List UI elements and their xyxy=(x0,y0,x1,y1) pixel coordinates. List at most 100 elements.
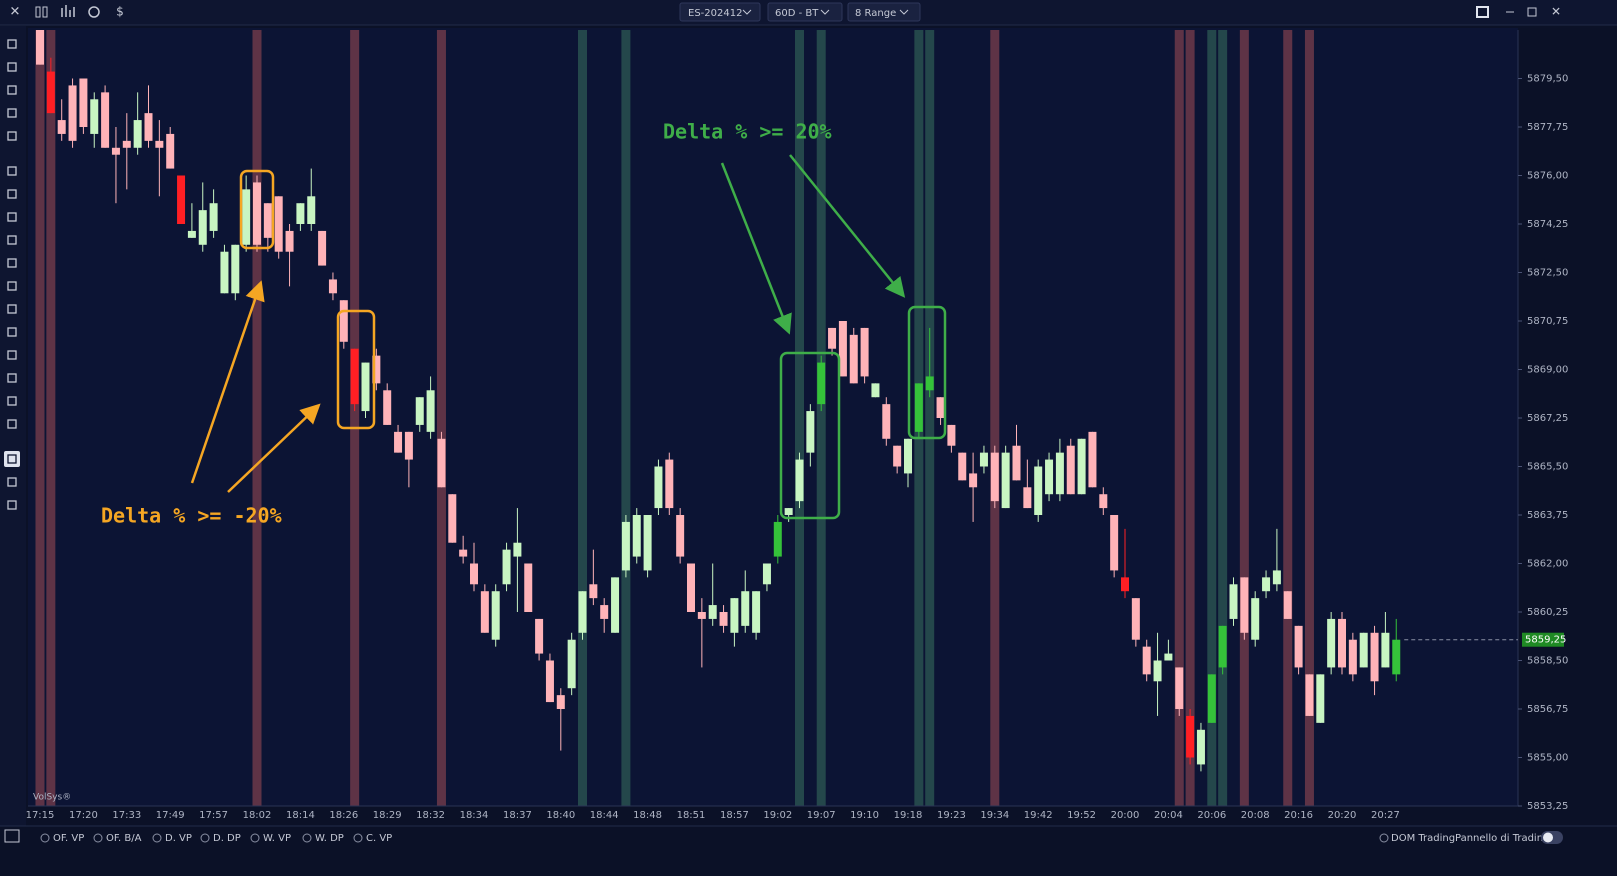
dom-trading[interactable]: DOM Trading xyxy=(1391,833,1455,844)
arrow xyxy=(789,154,906,298)
tool-icon[interactable] xyxy=(7,212,17,222)
radio[interactable] xyxy=(200,833,210,843)
candle-body xyxy=(1099,494,1108,509)
study-label[interactable]: D. VP xyxy=(165,833,192,844)
layout-icon[interactable] xyxy=(1476,6,1489,18)
x-tick-label: 19:10 xyxy=(850,810,879,821)
x-tick-label: 19:52 xyxy=(1067,810,1096,821)
radio[interactable] xyxy=(1379,833,1389,843)
bar-type-dropdown[interactable] xyxy=(847,2,921,22)
candle-body xyxy=(166,133,175,169)
candle-body xyxy=(111,147,120,155)
x-tick-label: 19:42 xyxy=(1024,810,1053,821)
x-tick-label: 18:02 xyxy=(243,810,272,821)
instrument-dropdown[interactable] xyxy=(679,2,761,22)
candle-body xyxy=(1055,452,1064,495)
candle-body xyxy=(198,210,207,245)
candle-body xyxy=(676,515,685,557)
x-tick-label: 20:00 xyxy=(1111,810,1140,821)
tool-icon[interactable] xyxy=(7,258,17,268)
tool-icon[interactable] xyxy=(7,166,17,176)
tool-icon[interactable] xyxy=(7,396,17,406)
x-tick-label: 20:04 xyxy=(1154,810,1183,821)
candle-body xyxy=(296,203,305,224)
y-tick-label: 5879,50 xyxy=(1527,74,1568,85)
tool-active[interactable] xyxy=(4,451,20,467)
tool-icon[interactable] xyxy=(7,131,17,141)
candle-body xyxy=(1001,452,1010,509)
arrow xyxy=(720,162,792,335)
x-tick-label: 18:48 xyxy=(633,810,662,821)
sell-band xyxy=(1174,30,1184,806)
study-label[interactable]: OF. VP xyxy=(53,833,84,844)
tool-icon[interactable] xyxy=(7,62,17,72)
candle-body xyxy=(719,612,728,626)
tool-icon[interactable] xyxy=(7,350,17,360)
candle-body xyxy=(513,542,522,557)
candle-body xyxy=(122,140,131,148)
panel-icon[interactable] xyxy=(4,829,20,843)
trading-panel[interactable]: Pannello di Trading xyxy=(1455,833,1549,844)
candle-body xyxy=(784,508,793,515)
tool-icon[interactable] xyxy=(7,454,17,464)
close-icon[interactable]: ✕ xyxy=(10,5,21,20)
study-label[interactable]: W. VP xyxy=(263,833,291,844)
radio[interactable] xyxy=(40,833,50,843)
candle-body xyxy=(187,230,196,238)
candle-body xyxy=(708,605,717,619)
candle-body xyxy=(470,563,478,585)
buy-band xyxy=(621,30,631,806)
candle-body xyxy=(1348,639,1357,675)
chart-icon[interactable] xyxy=(61,5,75,17)
study-label[interactable]: W. DP xyxy=(315,833,344,844)
radio[interactable] xyxy=(353,833,363,843)
candle-body xyxy=(893,445,902,467)
candle-body xyxy=(1392,639,1401,675)
radio[interactable] xyxy=(302,833,312,843)
settings-icon[interactable] xyxy=(88,6,100,18)
dollar-icon[interactable]: $ xyxy=(116,5,124,19)
axes: 5879,50 5877,75 5876,00 5874,25 5872,50 5870,… xyxy=(26,30,1568,821)
candle-body xyxy=(979,452,988,467)
candle-body xyxy=(101,92,110,148)
tool-icon[interactable] xyxy=(7,39,17,49)
study-label[interactable]: D. DP xyxy=(213,833,241,844)
restore-icon[interactable] xyxy=(1527,7,1537,17)
candle-body xyxy=(632,515,641,557)
tool-icon[interactable] xyxy=(7,419,17,429)
candle-body xyxy=(1294,625,1303,668)
candle-body xyxy=(1045,459,1054,495)
candle-body xyxy=(209,203,218,231)
candle-body xyxy=(1359,632,1368,668)
tool-icon[interactable] xyxy=(7,85,17,95)
bars-icon[interactable] xyxy=(42,6,48,18)
tool-icon[interactable] xyxy=(7,189,17,199)
timeframe-dropdown[interactable] xyxy=(767,2,843,22)
y-tick-label: 5870,75 xyxy=(1527,316,1568,327)
bars-icon[interactable] xyxy=(35,6,41,18)
radio[interactable] xyxy=(152,833,162,843)
candle-body xyxy=(741,591,750,626)
tool-icon[interactable] xyxy=(7,477,17,487)
candle-body xyxy=(687,563,695,612)
tool-icon[interactable] xyxy=(7,373,17,383)
candle-body xyxy=(1175,667,1184,709)
tool-icon[interactable] xyxy=(7,281,17,291)
candle-body xyxy=(914,383,923,432)
tool-icon[interactable] xyxy=(7,108,17,118)
tool-icon[interactable] xyxy=(7,500,17,510)
study-label[interactable]: OF. B/A xyxy=(106,833,142,844)
candle-body xyxy=(621,521,630,571)
radio[interactable] xyxy=(93,833,103,843)
candle-body xyxy=(1121,577,1129,592)
candle-body xyxy=(730,598,739,633)
candle-body xyxy=(242,189,251,245)
radio[interactable] xyxy=(250,833,260,843)
close-window-icon[interactable]: ✕ xyxy=(1551,5,1561,19)
candle-body xyxy=(828,327,837,349)
tool-icon[interactable] xyxy=(7,235,17,245)
tool-icon[interactable] xyxy=(7,327,17,337)
y-tick-label: 5856,75 xyxy=(1527,704,1568,715)
study-label[interactable]: C. VP xyxy=(366,833,392,844)
tool-icon[interactable] xyxy=(7,304,17,314)
